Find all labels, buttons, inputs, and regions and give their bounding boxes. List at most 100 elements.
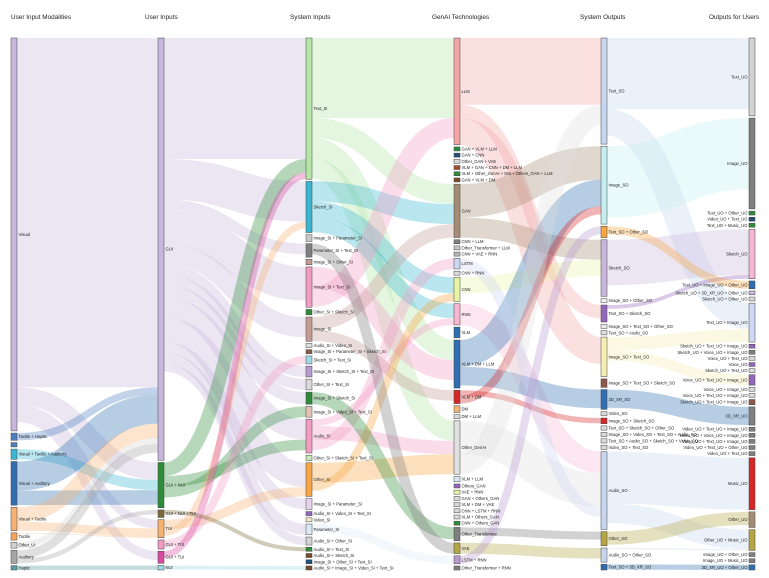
sankey-node <box>305 419 313 454</box>
node-label: Text_SO + Audio_SO + Sketch_SO + Video_S… <box>609 438 699 443</box>
sankey-node <box>748 117 756 210</box>
node-label: CNN <box>462 287 471 292</box>
sankey-node <box>453 414 461 419</box>
node-label: Image_SO <box>609 183 630 188</box>
sankey-node <box>453 177 461 183</box>
node-label: Image_SO + Text_SO <box>609 354 651 359</box>
flow-link <box>459 366 602 409</box>
node-label: Audio_SO + Other_SO <box>609 553 652 558</box>
flow-link <box>16 423 159 522</box>
node-label: Text_SO + Sketch_SO + Other_SO <box>609 426 675 431</box>
node-label: Sketch_UO + Text_UO <box>705 368 748 373</box>
sankey-node <box>453 502 461 507</box>
node-label: Other_Transformer + RNN <box>462 566 511 571</box>
sankey-node <box>453 159 461 164</box>
sankey-node <box>600 389 608 410</box>
sankey-node <box>305 37 313 180</box>
node-label: RNN <box>462 312 471 317</box>
node-label: 3D_XR_SO <box>609 397 632 402</box>
sankey-node <box>600 226 608 238</box>
node-label: VLM + DM + LLM <box>462 362 495 367</box>
sankey-node <box>453 508 461 514</box>
flow-link <box>163 263 307 377</box>
column-headers: User Input Modalities User Inputs System… <box>11 14 759 21</box>
sankey-node <box>600 37 608 145</box>
node-label: Parameter_SI <box>314 527 340 532</box>
flow-link <box>163 221 307 536</box>
node-label: VLM + Other_GenAI + DM + Others_GAN + LL… <box>462 171 554 176</box>
sankey-node <box>305 259 313 265</box>
flow-link <box>606 118 750 218</box>
node-label: DM <box>462 407 469 412</box>
node-label: Video_UO + Text_UO + Other_UO <box>683 445 748 450</box>
sankey-node <box>453 270 461 276</box>
node-label: Voice_UO + Text_UO <box>708 356 749 361</box>
sankey-node <box>305 547 313 552</box>
sankey-node <box>600 564 608 571</box>
node-label: Image_SI + Sketch_SI <box>314 396 356 401</box>
column-header-system-outputs: System Outputs <box>580 14 625 21</box>
sankey-node <box>453 527 461 541</box>
node-label: Voice_UO <box>729 362 749 367</box>
sankey-node <box>453 555 461 565</box>
node-label: Text_UO + Other_UO <box>707 211 748 216</box>
sankey-node <box>600 330 608 336</box>
node-label: NUI <box>166 565 173 570</box>
sankey-node <box>453 405 461 413</box>
sankey-node <box>453 239 461 244</box>
node-label: Other_GAN + VAE <box>462 159 497 164</box>
node-label: VLM + DM + VAE <box>462 502 495 507</box>
flow-link <box>459 146 602 218</box>
node-label: Image_SI + Other_SI + Text_SI <box>314 559 372 564</box>
sankey-node <box>748 511 756 528</box>
node-label: CNN + Others_GAN <box>462 521 500 526</box>
sankey-node <box>600 417 608 424</box>
flow-link <box>311 243 455 554</box>
node-label: Video_UO + Voice_UO + Image_UO <box>680 433 749 438</box>
node-label: Music_UO <box>728 481 748 486</box>
sankey-node <box>748 296 756 302</box>
node-label: Other_Transformer <box>462 532 498 537</box>
sankey-node <box>748 290 756 296</box>
sankey-node <box>748 302 756 343</box>
flow-link <box>459 226 602 564</box>
sankey-node <box>748 433 756 438</box>
flow-link <box>163 355 307 549</box>
node-label: VLM + DM <box>462 394 482 399</box>
sankey-node <box>600 531 608 547</box>
node-label: Visual <box>19 232 30 237</box>
node-label: Image_SI + Other_SI <box>314 260 353 265</box>
node-label: Other_SI + Text_SI <box>314 382 349 387</box>
sankey-node <box>10 542 18 549</box>
sankey-node <box>453 146 461 152</box>
flow-link <box>459 542 602 559</box>
sankey-node <box>600 432 608 437</box>
flow-link <box>163 352 307 535</box>
flow-link <box>310 138 456 361</box>
sankey-node <box>10 565 18 571</box>
flow-link <box>163 210 307 301</box>
sankey-node <box>453 277 461 302</box>
flow-link <box>16 532 159 538</box>
sankey-node <box>748 451 756 456</box>
column-header-user-inputs: User Inputs <box>145 14 178 21</box>
sankey-node <box>305 309 313 316</box>
flow-link <box>606 226 750 289</box>
sankey-node <box>748 457 756 510</box>
node-label: LLM <box>462 89 471 94</box>
node-label: Text_UO + Music_UO <box>707 223 748 228</box>
node-label: Sketch_UO <box>726 252 748 257</box>
flow-link <box>163 341 307 510</box>
sankey-node <box>453 339 461 389</box>
sankey-node <box>305 355 313 365</box>
node-label: Other_UI <box>19 543 36 548</box>
node-label: Image_SO + Video_SO + Text_SO + Audio_SO <box>609 432 698 437</box>
node-label: Video_UO + Text_UO + Image_UO <box>682 427 748 432</box>
sankey-node <box>305 523 313 536</box>
flow-link <box>162 159 308 476</box>
flow-link <box>311 181 455 225</box>
node-label: Sketch_SO <box>609 266 631 271</box>
sankey-node <box>305 343 313 348</box>
node-label: Video_SO + Text_SO <box>609 445 650 450</box>
